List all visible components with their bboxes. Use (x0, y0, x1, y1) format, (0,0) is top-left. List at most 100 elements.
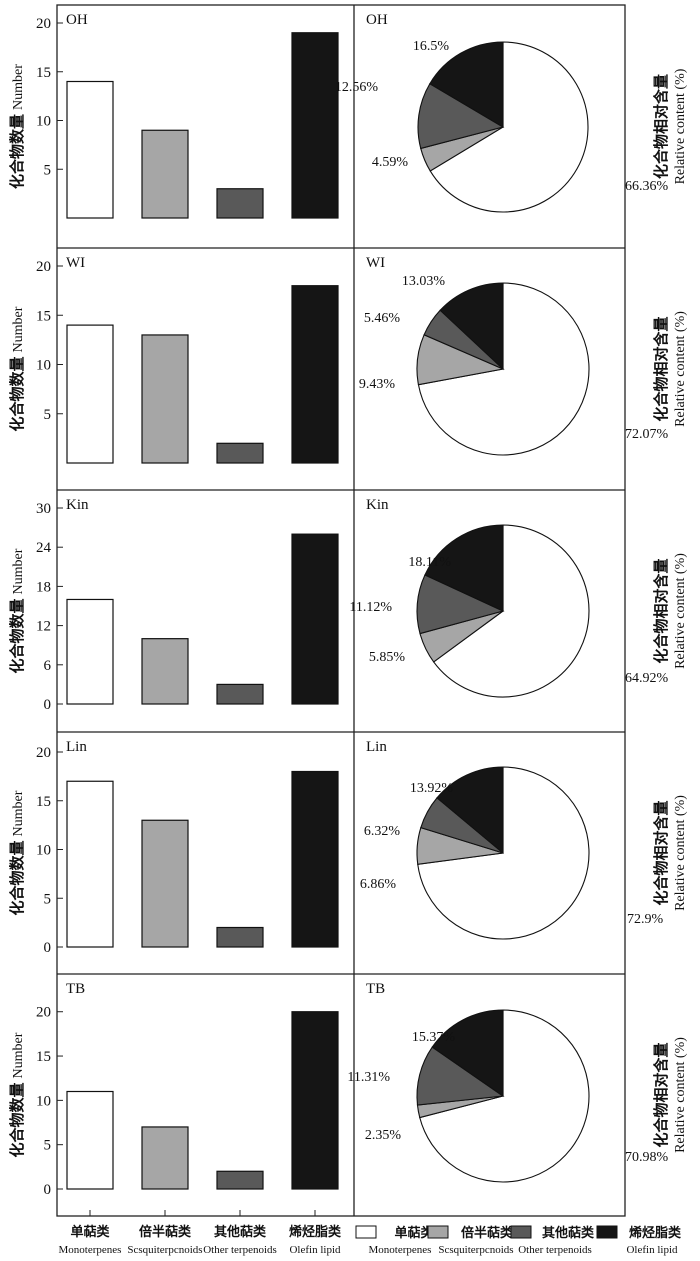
pie-slice (432, 524, 590, 698)
y-tick-label: 15 (36, 1049, 51, 1065)
pie-y-axis-label-cn: 化合物相对含量 (652, 1042, 670, 1147)
y-tick-label: 5 (44, 162, 52, 178)
bar (141, 1126, 189, 1190)
pie-label: 5.46% (364, 311, 401, 326)
bar (141, 638, 189, 705)
legend-label-en: Other terpenoids (518, 1244, 592, 1256)
y-tick-label: 15 (36, 308, 51, 324)
bar-y-axis-label-en: Number (11, 306, 26, 352)
bar-y-axis-label-en: Number (11, 548, 26, 594)
bar (291, 1011, 339, 1190)
pie-y-axis-label-en: Relative content (%) (673, 553, 688, 669)
panel-label: Lin (366, 739, 387, 755)
bar-y-axis-label-cn: 化合物数量 (8, 598, 26, 673)
bar (216, 188, 264, 219)
bar (141, 129, 189, 219)
x-category-label-en: Olefin lipid (289, 1244, 341, 1256)
pie-label: 13.03% (402, 274, 446, 289)
pie-slice (431, 1009, 504, 1098)
bar-y-axis-label-en: Number (11, 790, 26, 836)
pie-label: 16.5% (413, 39, 450, 54)
figure-frame (56, 4, 626, 1217)
legend-label-cn: 烯烃脂类 (629, 1225, 682, 1240)
x-category-label-cn: 单萜类 (70, 1224, 110, 1239)
y-tick-label: 10 (36, 358, 51, 374)
panel-label: WI (366, 255, 385, 271)
bar (291, 533, 339, 705)
pie-label: 66.36% (625, 179, 669, 194)
y-tick-label: 5 (44, 891, 52, 907)
panel-label: WI (66, 255, 85, 271)
bar (216, 1170, 264, 1190)
x-category-label-en: Other terpenoids (203, 1244, 277, 1256)
panel-label: TB (366, 981, 385, 997)
bar-y-axis-label-cn: 化合物数量 (8, 114, 26, 189)
panel-label: TB (66, 981, 85, 997)
bar-y-axis-label: 化合物数量 Number (8, 306, 26, 431)
y-tick-label: 15 (36, 794, 51, 810)
pie-label: 9.43% (359, 377, 396, 392)
y-tick-label: 0 (44, 940, 52, 956)
panel-label: Lin (66, 739, 87, 755)
legend-label-en: Monoterpenes (369, 1244, 432, 1256)
bar (216, 926, 264, 948)
bar-y-axis-label-en: Number (11, 64, 26, 110)
bar-y-axis-label: 化合物数量 Number (8, 1032, 26, 1157)
pie-label: 2.35% (365, 1128, 402, 1143)
bar-y-axis-label-cn: 化合物数量 (8, 840, 26, 915)
pie-label: 18.11% (408, 555, 451, 570)
bar-y-axis-label-cn: 化合物数量 (8, 1082, 26, 1157)
pie-label: 4.59% (372, 155, 409, 170)
pie-slice (424, 524, 504, 612)
pie-label: 70.98% (625, 1150, 669, 1165)
pie-y-axis-label-en: Relative content (%) (673, 311, 688, 427)
x-category-label-cn: 倍半萜类 (139, 1224, 192, 1239)
pie-y-axis-label-en: Relative content (%) (673, 795, 688, 911)
pie-label: 12.56% (335, 80, 379, 95)
pie-slice (436, 766, 504, 855)
bar (66, 80, 114, 219)
pie-y-axis-label-cn: 化合物相对含量 (652, 800, 670, 905)
pie-label: 72.07% (625, 427, 669, 442)
pie-label: 6.86% (360, 877, 397, 892)
y-tick-label: 24 (36, 540, 52, 556)
legend-swatch (427, 1225, 449, 1239)
bar (66, 1090, 114, 1190)
bar (291, 285, 339, 464)
pie-slice (439, 282, 504, 371)
bar (216, 442, 264, 464)
bar-y-axis-label: 化合物数量 Number (8, 790, 26, 915)
panel-label: OH (366, 12, 388, 28)
bar (216, 683, 264, 705)
x-category-label-cn: 其他萜类 (214, 1224, 267, 1239)
y-tick-label: 0 (44, 1182, 52, 1198)
y-tick-label: 10 (36, 843, 51, 859)
legend-swatch (510, 1225, 532, 1239)
x-category-label-en: Monoterpenes (59, 1244, 122, 1256)
bar-y-axis-label: 化合物数量 Number (8, 64, 26, 189)
legend-label-en: Olefin lipid (626, 1244, 678, 1256)
x-category-label-cn: 烯烃脂类 (289, 1224, 342, 1239)
pie-label: 11.12% (349, 600, 392, 615)
pie-slice (429, 41, 504, 128)
pie-label: 13.92% (410, 781, 454, 796)
pie-label: 15.37% (412, 1030, 456, 1045)
legend-label-cn: 单萜类 (394, 1225, 434, 1240)
pie-y-axis-label-cn: 化合物相对含量 (652, 558, 670, 663)
pie-label: 5.85% (369, 650, 406, 665)
legend-label-cn: 其他萜类 (542, 1225, 595, 1240)
pie-y-axis-label-en: Relative content (%) (673, 68, 688, 184)
y-tick-label: 20 (36, 1005, 51, 1021)
y-tick-label: 15 (36, 65, 51, 81)
panel-label: OH (66, 12, 88, 28)
bar-y-axis-label-cn: 化合物数量 (8, 356, 26, 431)
bar (66, 780, 114, 948)
pie-slice (429, 41, 589, 213)
y-tick-label: 5 (44, 1138, 52, 1154)
legend-label-cn: 倍半萜类 (461, 1225, 514, 1240)
bar (141, 334, 189, 464)
bar (291, 32, 339, 219)
pie-y-axis-label-cn: 化合物相对含量 (652, 316, 670, 421)
y-tick-label: 10 (36, 114, 51, 130)
